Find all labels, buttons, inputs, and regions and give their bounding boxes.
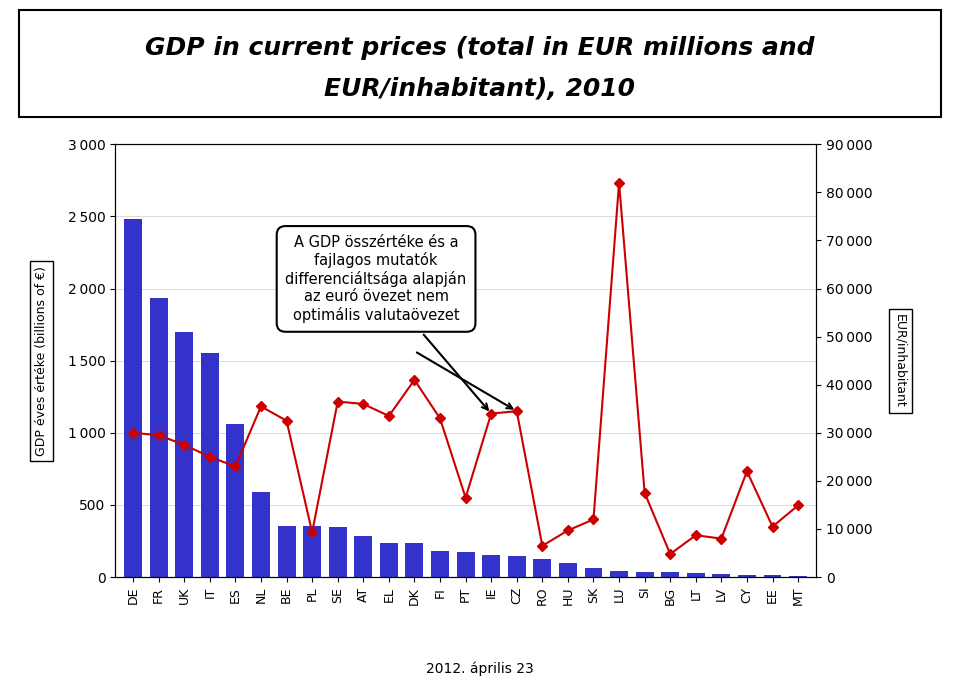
Bar <box>277 526 296 577</box>
Text: GDP éves értéke (billions of €): GDP éves értéke (billions of €) <box>36 266 48 455</box>
Bar <box>457 552 474 577</box>
Bar <box>252 492 270 577</box>
Bar <box>431 551 449 577</box>
Bar <box>380 543 397 577</box>
Text: A GDP összértéke és a
fajlagos mutatók
differenciáltsága alapján
az euró övezet : A GDP összértéke és a fajlagos mutatók d… <box>285 235 488 409</box>
Text: EUR/inhabitant: EUR/inhabitant <box>894 314 906 407</box>
Bar <box>712 574 731 577</box>
Bar <box>686 573 705 577</box>
Bar <box>611 572 628 577</box>
Bar <box>354 536 372 577</box>
Bar <box>636 572 654 577</box>
Bar <box>789 576 807 577</box>
Bar <box>738 574 756 577</box>
Text: EUR/inhabitant), 2010: EUR/inhabitant), 2010 <box>324 78 636 101</box>
Bar <box>482 554 500 577</box>
Bar <box>303 526 321 577</box>
Bar <box>559 563 577 577</box>
Bar <box>328 527 347 577</box>
Bar <box>176 333 193 577</box>
Bar <box>534 559 551 577</box>
Bar <box>405 543 423 577</box>
Bar <box>763 575 781 577</box>
Text: GDP in current prices (total in EUR millions and: GDP in current prices (total in EUR mill… <box>145 36 815 60</box>
Bar <box>124 219 142 577</box>
Bar <box>227 424 245 577</box>
Bar <box>508 556 526 577</box>
Bar <box>201 353 219 577</box>
Bar <box>585 567 603 577</box>
Text: 2012. április 23: 2012. április 23 <box>426 662 534 676</box>
Bar <box>661 572 679 577</box>
Bar <box>150 298 168 577</box>
